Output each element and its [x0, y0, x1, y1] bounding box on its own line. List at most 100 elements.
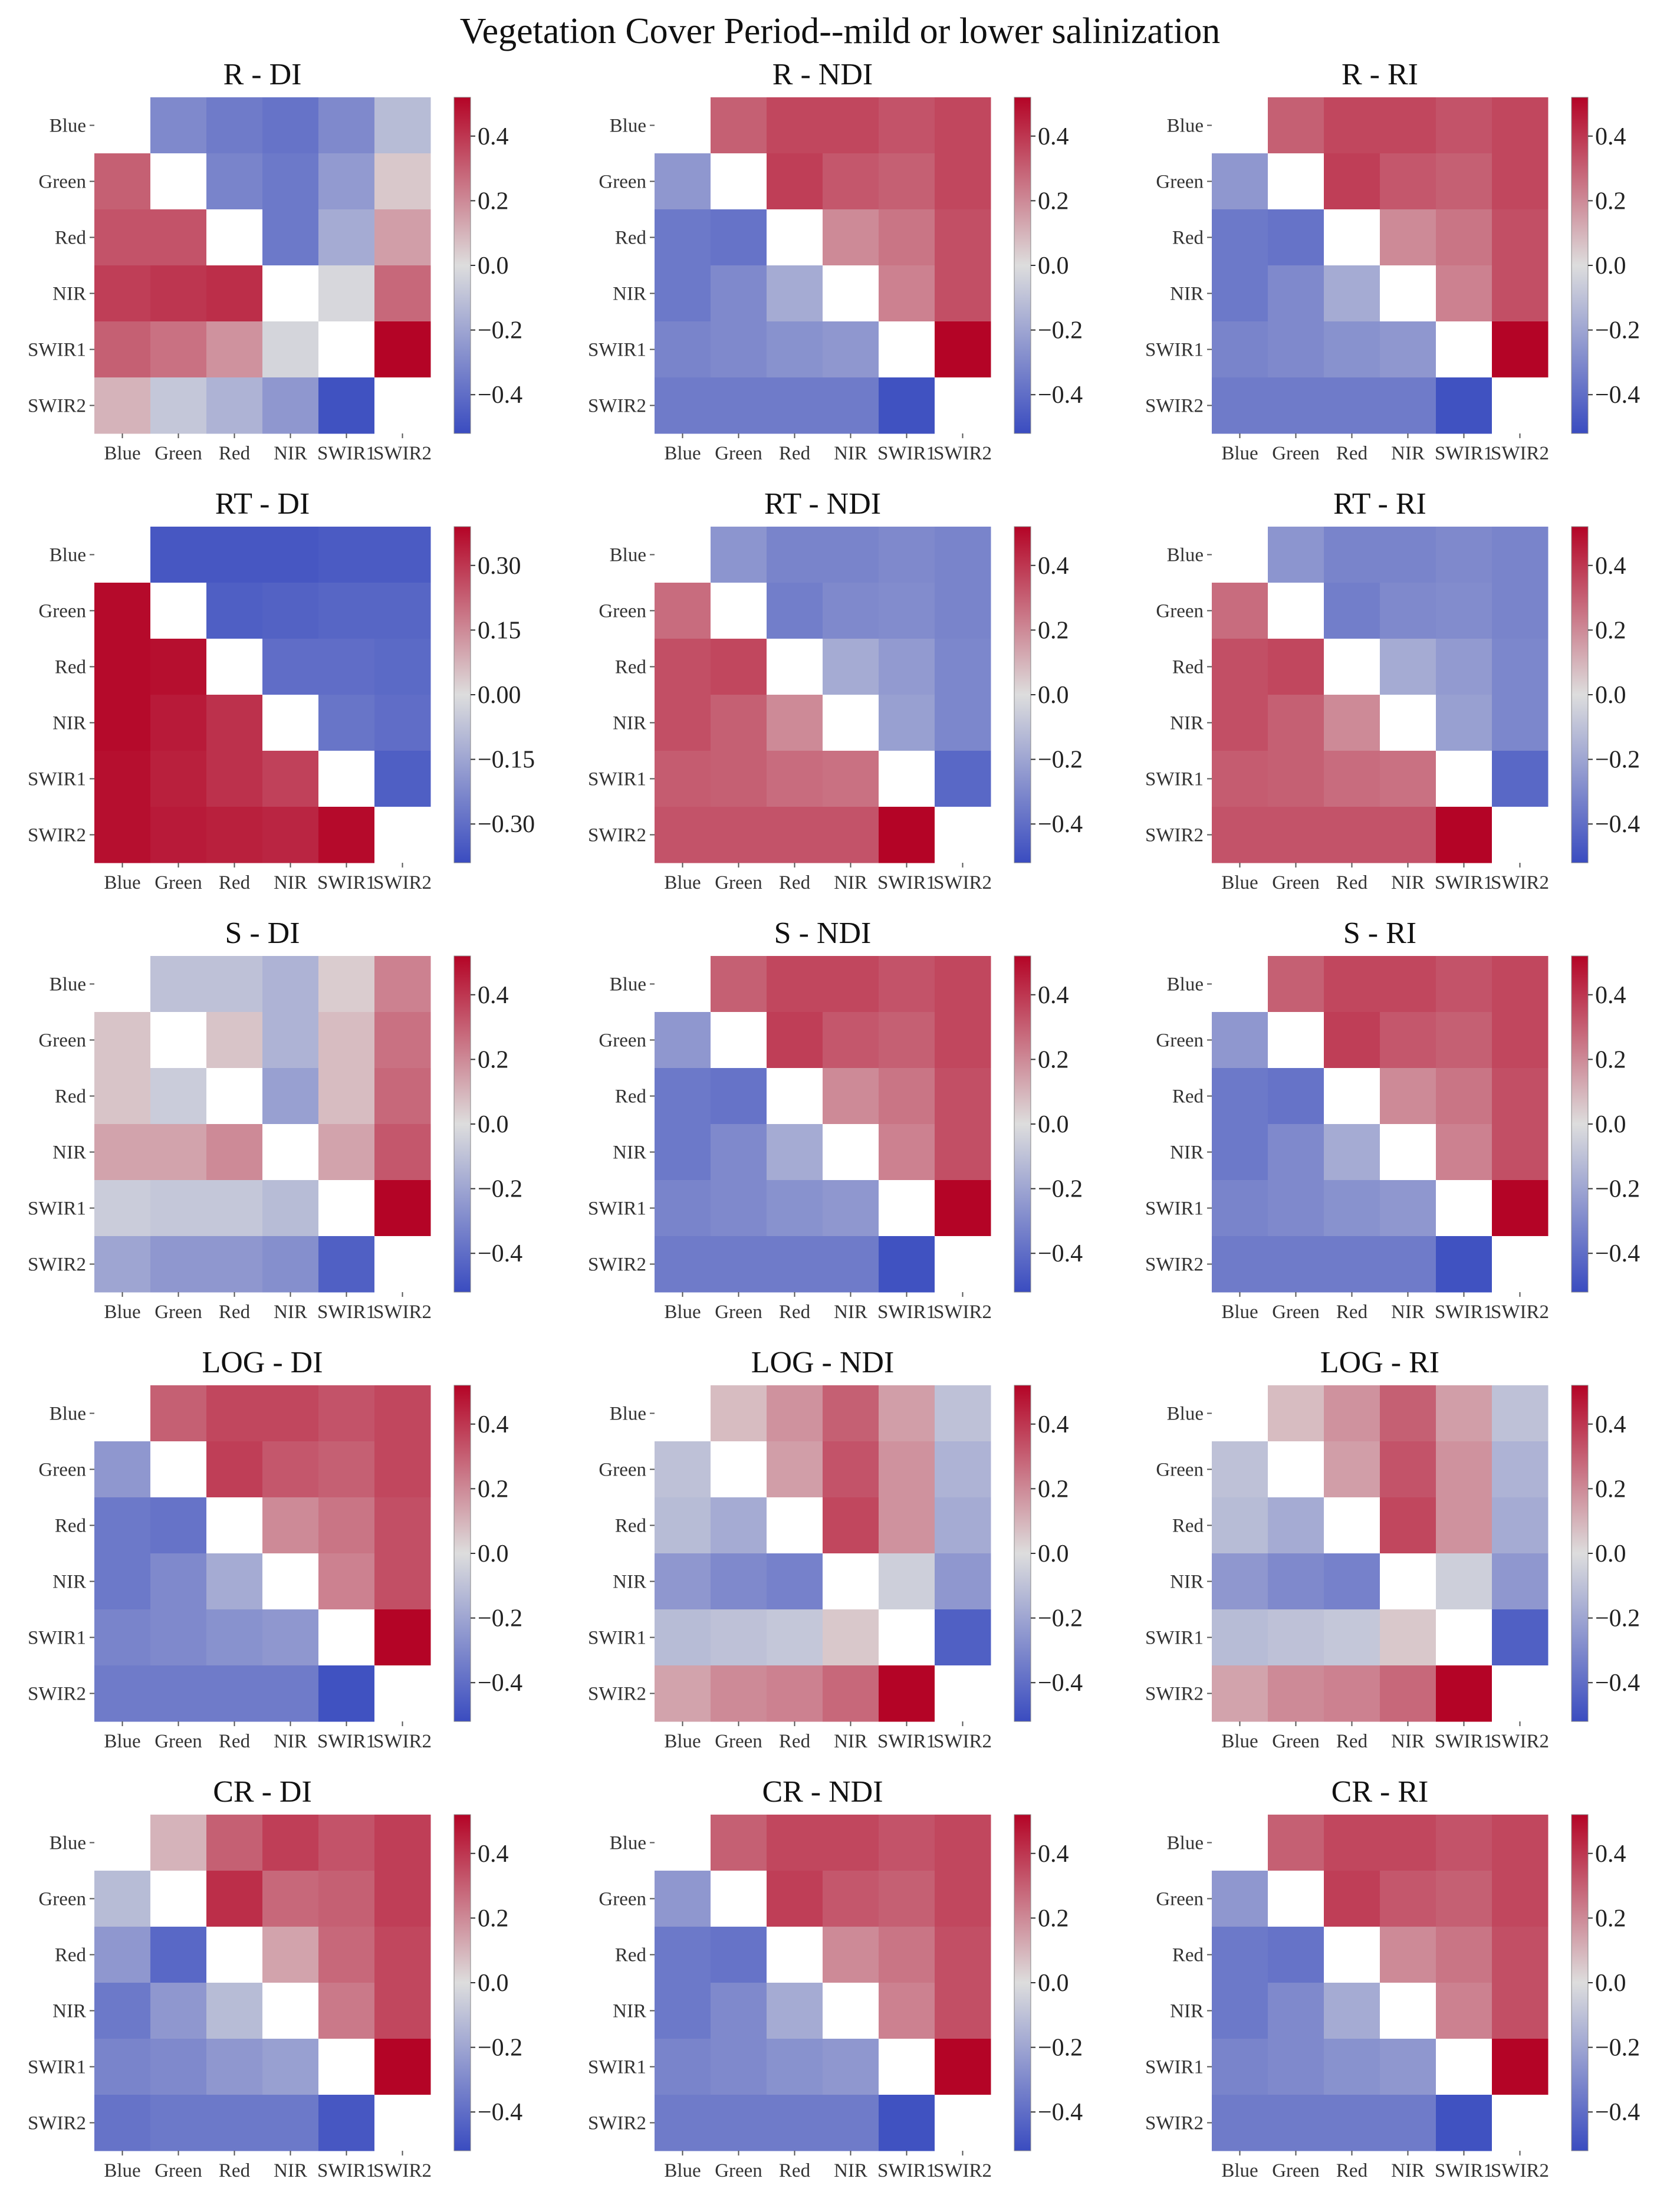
- heatmap-cell: [767, 321, 823, 378]
- colorbar-tick-label: 0.0: [1038, 1111, 1069, 1138]
- x-tick-label: Blue: [1221, 1302, 1258, 1323]
- x-tick-label: SWIR2: [933, 1731, 992, 1752]
- heatmap-cell: [767, 1553, 823, 1610]
- heatmap-cell: [374, 1124, 431, 1181]
- heatmap-cell: [1380, 956, 1436, 1013]
- y-tick-label: SWIR2: [1145, 396, 1204, 417]
- heatmap-cell: [879, 377, 935, 434]
- heatmap-cell: [935, 751, 991, 807]
- heatmap-cell: [1380, 265, 1436, 322]
- heatmap-cell: [1268, 807, 1324, 863]
- heatmap-cell: [655, 1441, 711, 1498]
- heatmap-cell: [879, 1871, 935, 1927]
- heatmap-cell: [767, 583, 823, 639]
- colorbar-tick-label: −0.2: [1595, 747, 1640, 774]
- heatmap-cell: [1268, 1983, 1324, 2039]
- heatmap-cell: [1212, 1665, 1268, 1722]
- heatmap-cell: [318, 2039, 375, 2095]
- colorbar-tick-label: −0.2: [478, 1605, 522, 1632]
- heatmap-cell: [206, 153, 263, 210]
- heatmap-cell: [1436, 1012, 1492, 1069]
- y-tick-label: Red: [1172, 1516, 1204, 1537]
- x-tick-label: SWIR1: [877, 443, 936, 464]
- heatmap-cell: [935, 1124, 991, 1181]
- heatmap-cell: [1380, 97, 1436, 154]
- heatmap-cell: [1492, 377, 1549, 434]
- heatmap-cell: [1324, 321, 1380, 378]
- heatmap-cell: [374, 751, 431, 807]
- x-tick-label: SWIR2: [1491, 2160, 1549, 2181]
- heatmap-cell: [1268, 1180, 1324, 1237]
- heatmap-cell: [767, 1927, 823, 1983]
- x-tick-label: Red: [219, 1731, 251, 1752]
- y-tick-label: Blue: [1167, 116, 1204, 137]
- colorbar-tick-label: 0.2: [1595, 188, 1626, 215]
- heatmap-cell: [935, 321, 991, 378]
- heatmap-cell: [1380, 1385, 1436, 1442]
- heatmap-cell: [823, 321, 879, 378]
- y-tick-label: Red: [55, 1516, 87, 1537]
- heatmap-cell: [655, 265, 711, 322]
- heatmap-cell: [655, 97, 711, 154]
- colorbar: [1014, 526, 1031, 863]
- heatmap-cell: [823, 1815, 879, 1871]
- heatmap-cell: [318, 377, 375, 434]
- heatmap-cell: [711, 1068, 767, 1125]
- heatmap-cell: [1324, 1012, 1380, 1069]
- heatmap-cell: [150, 1012, 207, 1069]
- heatmap-cell: [94, 1983, 151, 2039]
- y-tick-label: Blue: [50, 1404, 86, 1425]
- heatmap-cell: [823, 209, 879, 266]
- heatmap-cell: [262, 956, 319, 1013]
- panel-title: R - NDI: [772, 58, 873, 91]
- y-tick-label: NIR: [1170, 2001, 1204, 2022]
- heatmap-cell: [318, 1665, 375, 1722]
- x-tick-label: NIR: [834, 443, 867, 464]
- heatmap-cell: [823, 1012, 879, 1069]
- y-tick-label: SWIR2: [28, 825, 86, 846]
- heatmap-cell: [935, 695, 991, 751]
- x-tick-label: SWIR2: [933, 443, 992, 464]
- y-tick-label: Red: [615, 228, 647, 249]
- heatmap-cell: [150, 377, 207, 434]
- heatmap-cell: [1268, 1068, 1324, 1125]
- x-tick-label: NIR: [834, 872, 867, 893]
- heatmap-cell: [206, 1497, 263, 1554]
- heatmap-cell: [94, 639, 151, 695]
- x-tick-label: Green: [1272, 1731, 1320, 1752]
- x-tick-label: Green: [154, 2160, 202, 2181]
- x-tick-label: NIR: [1391, 1302, 1425, 1323]
- y-tick-label: Red: [1172, 657, 1204, 678]
- heatmap-cell: [1380, 751, 1436, 807]
- heatmap-cell: [262, 1068, 319, 1125]
- heatmap-cell: [935, 2095, 991, 2151]
- colorbar-tick-label: 0.0: [1595, 1111, 1626, 1138]
- heatmap-cell: [1268, 1012, 1324, 1069]
- heatmap-cell: [374, 2039, 431, 2095]
- x-tick-label: NIR: [274, 2160, 307, 2181]
- heatmap-cell: [935, 1441, 991, 1498]
- heatmap-cell: [1436, 2095, 1492, 2151]
- heatmap-cell: [94, 1665, 151, 1722]
- heatmap-cell: [711, 209, 767, 266]
- heatmap-cell: [879, 639, 935, 695]
- y-tick-label: Blue: [50, 974, 86, 995]
- heatmap-cell: [1380, 1983, 1436, 2039]
- heatmap-cell: [655, 1124, 711, 1181]
- heatmap-cell: [262, 1553, 319, 1610]
- x-tick-label: Red: [1336, 2160, 1368, 2181]
- heatmap-cell: [1436, 751, 1492, 807]
- heatmap-cell: [767, 1124, 823, 1181]
- heatmap-cell: [1212, 583, 1268, 639]
- heatmap-cell: [1268, 751, 1324, 807]
- heatmap-cell: [655, 1180, 711, 1237]
- heatmap-cell: [823, 153, 879, 210]
- y-tick-label: NIR: [52, 1142, 86, 1164]
- heatmap-cell: [1436, 807, 1492, 863]
- heatmap-cell: [374, 1068, 431, 1125]
- heatmap-cell: [262, 1497, 319, 1554]
- heatmap-cell: [1380, 1665, 1436, 1722]
- colorbar: [1014, 1385, 1031, 1722]
- heatmap-cell: [1492, 321, 1549, 378]
